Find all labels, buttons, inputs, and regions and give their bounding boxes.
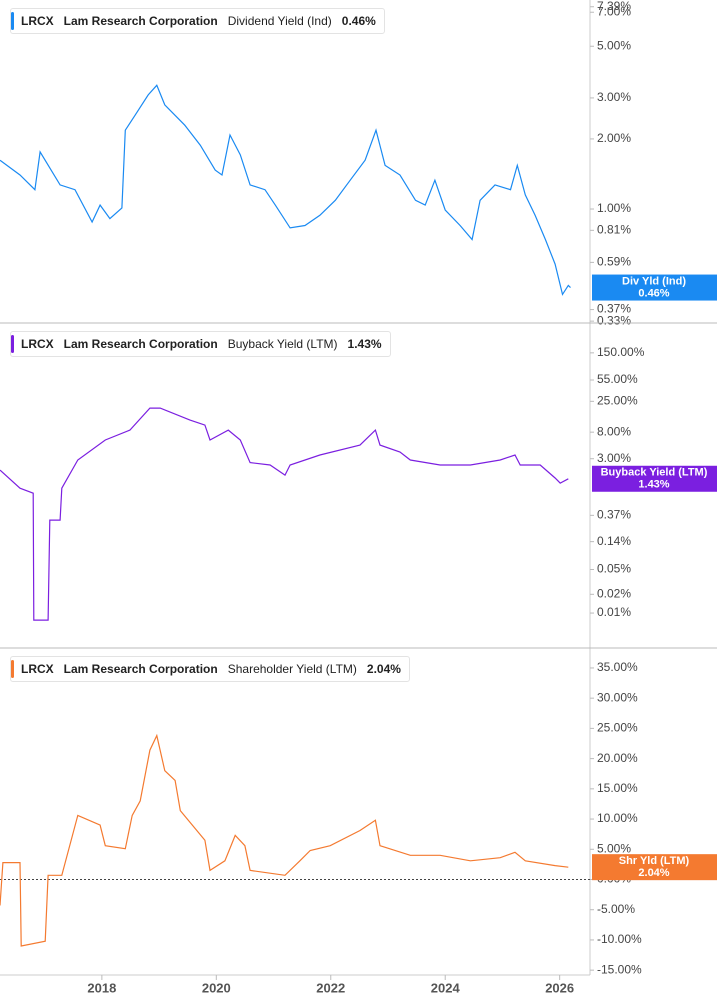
header-accent [11, 12, 14, 30]
y-tick-label: 0.33% [597, 313, 631, 327]
series-line [0, 407, 569, 621]
value-tag-value: 1.43% [638, 479, 669, 491]
y-tick-label: 1.00% [597, 201, 631, 215]
y-tick-label: -10.00% [597, 932, 642, 946]
value-tag-value: 2.04% [638, 867, 669, 879]
last-value: 0.46% [341, 14, 376, 28]
y-tick-label: 25.00% [597, 394, 638, 408]
y-tick-label: 10.00% [597, 811, 638, 825]
metric: Buyback Yield (LTM) [227, 337, 338, 351]
header-accent [11, 335, 14, 353]
ticker: LRCX [21, 337, 54, 351]
series-line [0, 733, 569, 947]
y-tick-label: 8.00% [597, 424, 631, 438]
x-tick-label: 2018 [87, 980, 116, 995]
y-tick-label: 3.00% [597, 451, 631, 465]
panel-header: LRCX Lam Research Corporation Buyback Yiel… [10, 331, 391, 357]
y-tick-label: 55.00% [597, 372, 638, 386]
x-tick-label: 2024 [431, 980, 461, 995]
x-tick-label: 2022 [316, 980, 345, 995]
x-tick-label: 2026 [545, 980, 574, 995]
company: Lam Research Corporation [63, 14, 218, 28]
y-tick-label: 0.14% [597, 534, 631, 548]
value-tag-name: Div Yld (Ind) [622, 275, 686, 287]
y-tick-label: 3.00% [597, 90, 631, 104]
value-tag [592, 465, 717, 492]
ticker: LRCX [21, 662, 54, 676]
y-tick-label: 35.00% [597, 660, 638, 674]
y-tick-label: -5.00% [597, 902, 635, 916]
x-tick-label: 2020 [202, 980, 231, 995]
y-tick-label: 25.00% [597, 721, 638, 735]
y-tick-label: 0.37% [597, 302, 631, 316]
ticker: LRCX [21, 14, 54, 28]
y-tick-label: 150.00% [597, 345, 645, 359]
y-tick-label: 0.59% [597, 255, 631, 269]
metric: Shareholder Yield (LTM) [227, 662, 357, 676]
y-tick-label: 7.39% [597, 0, 631, 13]
y-tick-label: 5.00% [597, 38, 631, 52]
y-tick-label: 0.37% [597, 508, 631, 522]
y-tick-label: 15.00% [597, 781, 638, 795]
metric: Dividend Yield (Ind) [227, 14, 332, 28]
y-tick-label: 5.00% [597, 841, 631, 855]
value-tag [592, 854, 717, 881]
company: Lam Research Corporation [63, 337, 218, 351]
y-tick-label: 30.00% [597, 690, 638, 704]
y-tick-label: 2.00% [597, 131, 631, 145]
value-tag-name: Shr Yld (LTM) [619, 855, 690, 867]
header-accent [11, 660, 14, 678]
y-tick-label: 0.05% [597, 562, 631, 576]
value-tag-name: Buyback Yield (LTM) [601, 467, 708, 479]
y-tick-label: 7.00% [597, 4, 631, 18]
value-tag-value: 0.46% [638, 287, 669, 299]
value-tag [592, 274, 717, 301]
panel-header: LRCX Lam Research Corporation Dividend Yie… [10, 8, 385, 34]
y-tick-label: 20.00% [597, 751, 638, 765]
panel-header: LRCX Lam Research Corporation Shareholder … [10, 656, 410, 682]
y-tick-label: 0.01% [597, 605, 631, 619]
y-tick-label: -15.00% [597, 962, 642, 976]
last-value: 1.43% [347, 337, 382, 351]
y-tick-label: 0.81% [597, 223, 631, 237]
company: Lam Research Corporation [63, 662, 218, 676]
y-tick-label: 0.02% [597, 586, 631, 600]
series-line [0, 84, 571, 296]
last-value: 2.04% [366, 662, 401, 676]
